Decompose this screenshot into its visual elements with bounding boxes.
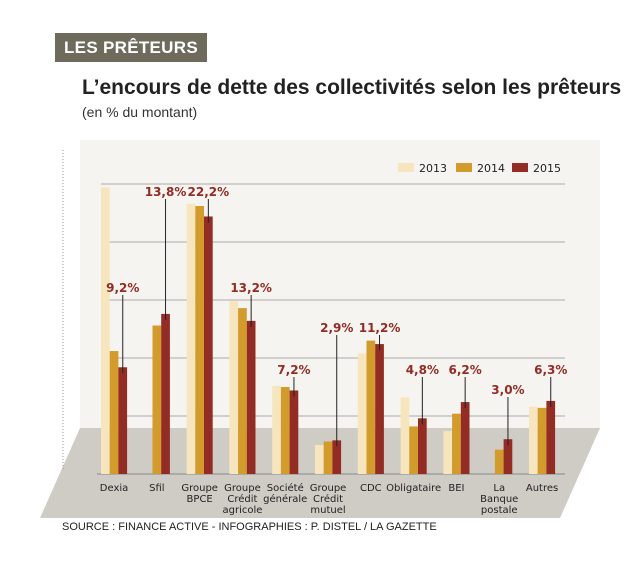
bar-2014 (366, 340, 376, 474)
bar-2014 (195, 206, 204, 475)
bar-2015 (503, 439, 513, 474)
legend-swatch-2014 (456, 163, 472, 172)
bar-2013 (315, 445, 324, 474)
bar-2014 (452, 413, 461, 474)
data-label: 6,2% (449, 363, 482, 377)
legend-label-2013: 2013 (419, 162, 447, 175)
data-label: 6,3% (534, 363, 567, 377)
bar-2014 (494, 449, 504, 474)
bar-2014 (537, 407, 547, 474)
bar-2015 (118, 367, 128, 474)
data-label: 3,0% (491, 383, 524, 397)
category-label: BEI (448, 483, 464, 494)
chart-title: L’encours de dette des collectivités sel… (82, 76, 622, 99)
data-label: 2,9% (320, 321, 353, 335)
bar-2015 (289, 390, 299, 474)
category-label: Autres (526, 483, 558, 494)
data-label: 11,2% (359, 321, 401, 335)
category-label: Groupe Crédit agricole (222, 483, 262, 516)
section-tag: LES PRÊTEURS (55, 33, 207, 62)
data-label: 9,2% (106, 281, 139, 295)
bar-2015 (246, 320, 256, 474)
legend-label-2014: 2014 (477, 162, 505, 175)
category-label: Sfil (149, 483, 164, 494)
legend-label-2015: 2015 (533, 162, 561, 175)
category-label: Dexia (100, 483, 129, 494)
data-label: 13,8% (145, 185, 187, 199)
bar-2013 (272, 385, 281, 474)
bar-2013 (529, 406, 538, 474)
bar-2013 (186, 203, 196, 474)
bar-2014 (323, 441, 333, 474)
data-label: 13,2% (230, 281, 272, 295)
bar-2014 (109, 351, 119, 474)
bar-2015 (161, 313, 170, 474)
bar-2015 (332, 440, 342, 474)
bar-2015 (546, 400, 556, 474)
category-label: Société générale (263, 482, 307, 505)
category-label: La Banque postale (480, 483, 518, 516)
bar-2015 (460, 402, 470, 474)
legend-swatch-2013 (398, 163, 414, 172)
bar-2014 (152, 325, 162, 474)
bar-2015 (375, 344, 384, 474)
bar-2013 (400, 397, 410, 474)
bar-2013 (229, 301, 239, 474)
data-label: 7,2% (277, 363, 310, 377)
source-note: SOURCE : FINANCE ACTIVE - INFOGRAPHIES :… (62, 521, 437, 533)
bar-2014 (409, 426, 418, 474)
category-label: Groupe Crédit mutuel (310, 483, 347, 516)
bar-2014 (280, 387, 290, 474)
bar-2015 (204, 216, 213, 475)
chart-subtitle: (en % du montant) (82, 104, 198, 120)
bar-2013 (101, 187, 110, 475)
bar-2013 (443, 431, 453, 474)
bar-2013 (357, 353, 367, 474)
data-label: 22,2% (188, 185, 230, 199)
data-label: 4,8% (406, 363, 439, 377)
category-label: CDC (360, 483, 382, 494)
category-label: Obligataire (386, 483, 441, 494)
bar-2014 (238, 308, 247, 474)
category-label: Groupe BPCE (181, 483, 218, 505)
bar-2015 (418, 418, 427, 474)
legend-swatch-2015 (512, 163, 528, 172)
